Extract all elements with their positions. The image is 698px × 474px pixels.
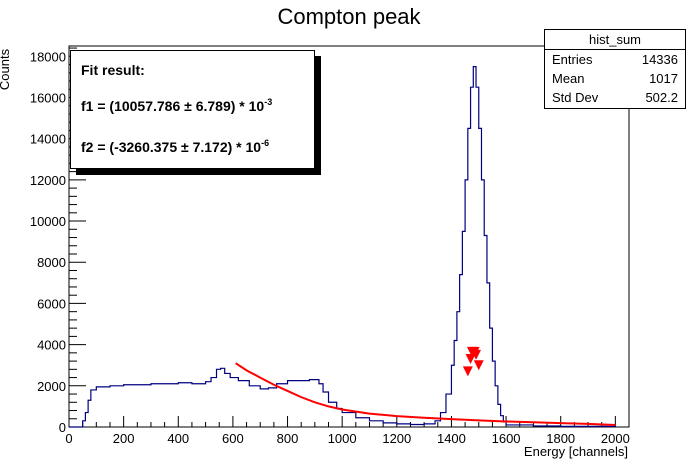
y-tick-label: 2000 (37, 379, 66, 394)
fit-f1-text: f1 = (10057.786 ± 6.789) * 10 (81, 98, 265, 114)
stats-value: 502.2 (645, 90, 678, 105)
stats-box: hist_sum Entries 14336 Mean 1017 Std Dev… (544, 29, 686, 109)
stats-row-mean: Mean 1017 (545, 69, 685, 88)
y-tick-label: 0 (59, 420, 66, 435)
fit-f2-text: f2 = (-3260.375 ± 7.172) * 10 (81, 139, 262, 155)
y-tick-label: 4000 (37, 338, 66, 353)
fit-result-box: Fit result: f1 = (10057.786 ± 6.789) * 1… (70, 50, 315, 169)
x-tick-label: 200 (113, 431, 135, 446)
fit-curve (235, 362, 616, 426)
histogram-line (69, 65, 616, 428)
y-tick-label: 8000 (37, 255, 66, 270)
y-tick-label: 14000 (30, 132, 66, 147)
y-tick-label: 6000 (37, 296, 66, 311)
fit-heading: Fit result: (81, 62, 145, 78)
stats-title: hist_sum (545, 30, 685, 50)
y-tick-label: 16000 (30, 90, 66, 105)
y-tick-label: 18000 (30, 49, 66, 64)
marker-point (469, 346, 480, 357)
x-tick-label: 800 (277, 431, 299, 446)
marker-point (462, 366, 473, 377)
fit-f2-exponent: -6 (261, 138, 270, 148)
x-tick-label: 1600 (492, 431, 521, 446)
y-tick-label: 10000 (30, 214, 66, 229)
x-tick-label: 1200 (382, 431, 411, 446)
stats-row-entries: Entries 14336 (545, 50, 685, 69)
x-tick-label: 1800 (546, 431, 575, 446)
x-tick-label: 1000 (328, 431, 357, 446)
x-tick-label: 600 (222, 431, 244, 446)
x-tick-label: 400 (167, 431, 189, 446)
x-tick-label: 1400 (437, 431, 466, 446)
stats-label: Std Dev (552, 90, 599, 105)
x-tick-label: 0 (65, 431, 72, 446)
stats-value: 1017 (649, 71, 678, 86)
plot-frame (68, 45, 630, 428)
stats-label: Mean (552, 71, 585, 86)
data-series (69, 65, 616, 428)
marker-point (473, 360, 484, 371)
stats-row-stddev: Std Dev 502.2 (545, 88, 685, 107)
y-axis-label: Counts (0, 48, 13, 91)
stats-label: Entries (552, 52, 593, 67)
x-tick-label: 2000 (601, 431, 630, 446)
fit-f1: f1 = (10057.786 ± 6.789) * 10-3 (81, 97, 272, 114)
axes: 0 200 400 600 800 1000 1200 1400 1600 1800 2000 0 20… (30, 45, 630, 446)
y-tick-label: 12000 (30, 173, 66, 188)
fit-f2: f2 = (-3260.375 ± 7.172) * 10-6 (81, 138, 269, 155)
stats-value: 14336 (641, 52, 678, 67)
x-axis-label: Energy [channels] (523, 444, 628, 459)
chart-title: Compton peak (277, 4, 421, 29)
fit-f1-exponent: -3 (264, 97, 273, 107)
